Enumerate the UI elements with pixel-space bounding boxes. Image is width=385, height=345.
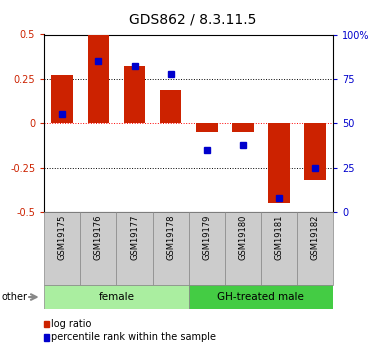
Text: other: other bbox=[2, 292, 28, 302]
Bar bbox=[52, 75, 73, 124]
Bar bbox=[268, 124, 290, 203]
Bar bbox=[189, 212, 225, 285]
Text: GSM19178: GSM19178 bbox=[166, 214, 175, 260]
Bar bbox=[297, 212, 333, 285]
Text: GSM19179: GSM19179 bbox=[202, 214, 211, 260]
Bar bbox=[232, 124, 254, 132]
Text: GSM19177: GSM19177 bbox=[130, 214, 139, 260]
Bar bbox=[44, 212, 80, 285]
Bar bbox=[160, 90, 181, 124]
Bar bbox=[116, 212, 152, 285]
Bar bbox=[225, 212, 261, 285]
Bar bbox=[261, 212, 297, 285]
Text: GSM19175: GSM19175 bbox=[58, 214, 67, 260]
Bar bbox=[88, 34, 109, 124]
Text: GSM19180: GSM19180 bbox=[238, 214, 247, 260]
Text: percentile rank within the sample: percentile rank within the sample bbox=[50, 333, 216, 342]
Bar bbox=[189, 285, 333, 309]
Text: female: female bbox=[99, 292, 134, 302]
Text: GH-treated male: GH-treated male bbox=[218, 292, 304, 302]
Text: GDS862 / 8.3.11.5: GDS862 / 8.3.11.5 bbox=[129, 12, 256, 26]
Text: GSM19176: GSM19176 bbox=[94, 214, 103, 260]
Text: GSM19181: GSM19181 bbox=[275, 214, 283, 260]
Bar bbox=[152, 212, 189, 285]
Bar bbox=[44, 285, 189, 309]
Text: log ratio: log ratio bbox=[50, 319, 91, 328]
Text: GSM19182: GSM19182 bbox=[310, 214, 320, 260]
Bar bbox=[124, 67, 146, 124]
Bar bbox=[196, 124, 218, 132]
Bar bbox=[304, 124, 326, 180]
Bar bbox=[80, 212, 116, 285]
